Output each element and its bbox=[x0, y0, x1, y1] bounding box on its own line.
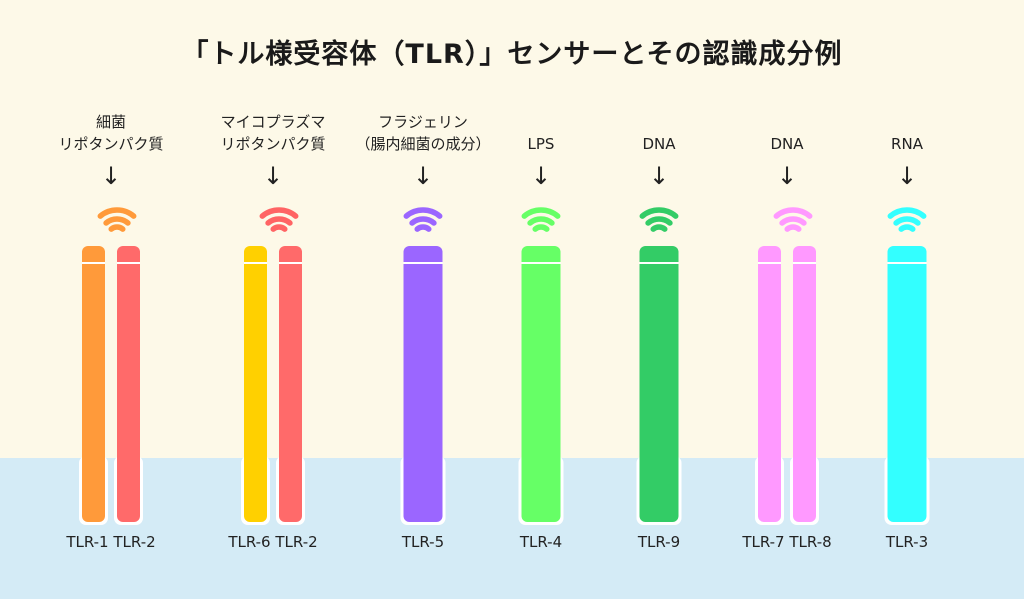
signal-icon bbox=[773, 207, 813, 219]
down-arrow-icon: ↓ bbox=[101, 162, 122, 190]
ligand-label: LPS bbox=[441, 133, 641, 155]
receptor-bar bbox=[403, 246, 443, 522]
ligand-label: DNA bbox=[559, 133, 759, 155]
down-arrow-icon: ↓ bbox=[413, 162, 434, 190]
ligand-line: RNA bbox=[891, 135, 923, 153]
down-arrow-icon: ↓ bbox=[897, 162, 918, 190]
receptor-band bbox=[887, 262, 927, 264]
signal-icon bbox=[103, 216, 131, 226]
page-title: 「トル様受容体（TLR）」センサーとその認識成分例 bbox=[181, 39, 843, 70]
down-arrow-icon: ↓ bbox=[649, 162, 670, 190]
ligand-label: DNA bbox=[687, 133, 887, 155]
signal-icon bbox=[639, 207, 679, 219]
down-arrow-icon: ↓ bbox=[777, 162, 798, 190]
receptor-bar bbox=[279, 246, 302, 522]
ligand-line: DNA bbox=[770, 135, 804, 153]
signal-icon bbox=[898, 224, 916, 232]
tlr-label: TLR-1 TLR-2 bbox=[66, 533, 156, 551]
signal-icon bbox=[784, 224, 802, 232]
receptor-bar bbox=[521, 246, 561, 522]
ligand-line: LPS bbox=[527, 135, 555, 153]
receptor-bar bbox=[758, 246, 781, 522]
signal-icon bbox=[403, 207, 443, 219]
signal-icon bbox=[645, 216, 673, 226]
ligand-line: フラジェリン bbox=[378, 113, 468, 131]
receptor-bar bbox=[887, 246, 927, 522]
signal-icon bbox=[270, 224, 288, 232]
signal-icon bbox=[108, 224, 126, 232]
signal-icon bbox=[527, 216, 555, 226]
receptor-band bbox=[403, 262, 443, 264]
tlr-label: TLR-7 TLR-8 bbox=[742, 533, 832, 551]
signal-icon bbox=[650, 224, 668, 232]
down-arrow-icon: ↓ bbox=[263, 162, 284, 190]
tlr-label: TLR-9 bbox=[637, 533, 681, 551]
receptor-band bbox=[793, 262, 816, 264]
receptor-bar bbox=[639, 246, 679, 522]
signal-icon bbox=[409, 216, 437, 226]
receptor-band bbox=[521, 262, 561, 264]
ligand-label: マイコプラズマ リポタンパク質 bbox=[173, 111, 373, 155]
receptor-bar bbox=[82, 246, 105, 522]
ligand-line: 細菌 bbox=[95, 113, 126, 131]
signal-icon bbox=[414, 224, 432, 232]
signal-icon bbox=[893, 216, 921, 226]
receptor-band bbox=[82, 262, 105, 264]
tlr-label: TLR-4 bbox=[519, 533, 563, 551]
ligand-label: 細菌 リポタンパク質 bbox=[11, 111, 211, 155]
receptor-bar bbox=[244, 246, 267, 522]
receptor-band bbox=[244, 262, 267, 264]
receptor-band bbox=[758, 262, 781, 264]
signal-icon bbox=[265, 216, 293, 226]
receptor-band bbox=[279, 262, 302, 264]
tlr-label: TLR-6 TLR-2 bbox=[228, 533, 318, 551]
ligand-line: リポタンパク質 bbox=[58, 135, 164, 153]
receptor-bar bbox=[117, 246, 140, 522]
ligand-line: リポタンパク質 bbox=[220, 135, 326, 153]
ligand-line: （腸内細菌の成分） bbox=[355, 135, 491, 153]
down-arrow-icon: ↓ bbox=[531, 162, 552, 190]
tlr-label: TLR-3 bbox=[885, 533, 929, 551]
signal-icon bbox=[97, 207, 137, 219]
receptor-band bbox=[117, 262, 140, 264]
ligand-line: DNA bbox=[642, 135, 676, 153]
cell-interior bbox=[0, 458, 1024, 599]
ligand-label: RNA bbox=[807, 133, 1007, 155]
signal-icon bbox=[521, 207, 561, 219]
tlr-label: TLR-5 bbox=[401, 533, 445, 551]
signal-icon bbox=[779, 216, 807, 226]
signal-icon bbox=[259, 207, 299, 219]
receptor-bar bbox=[793, 246, 816, 522]
signal-icon bbox=[532, 224, 550, 232]
signal-icon bbox=[887, 207, 927, 219]
ligand-label: フラジェリン （腸内細菌の成分） bbox=[323, 111, 523, 155]
receptor-band bbox=[639, 262, 679, 264]
ligand-line: マイコプラズマ bbox=[220, 113, 326, 131]
